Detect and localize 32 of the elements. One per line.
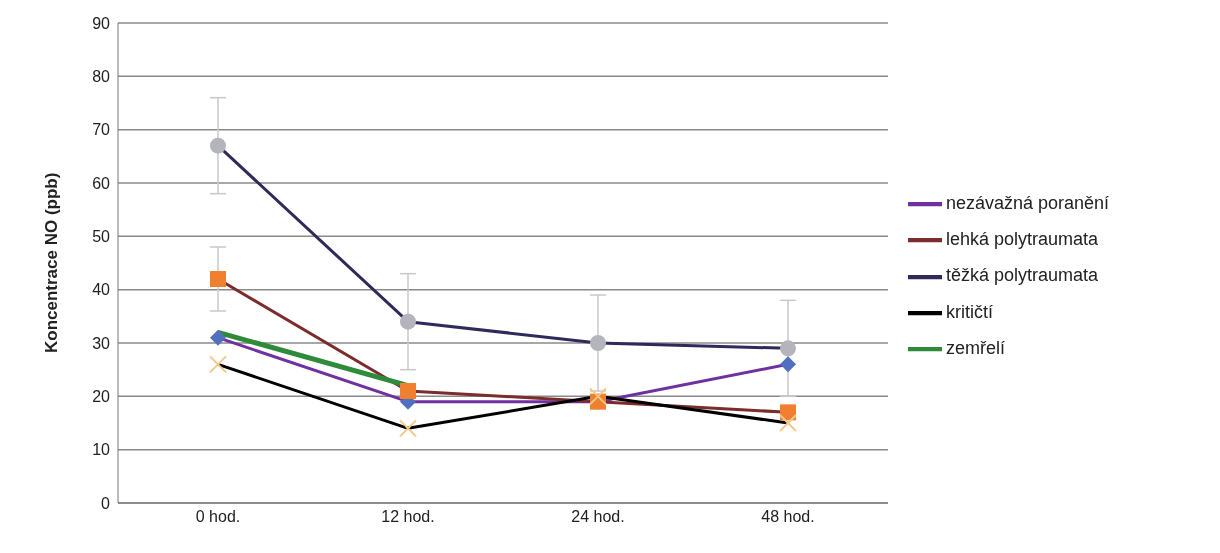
legend-label: nezávažná poranění	[946, 192, 1110, 213]
y-tick-label: 80	[92, 68, 111, 86]
legend-label: těžká polytraumata	[946, 265, 1099, 286]
legend-label: zemřelí	[946, 337, 1006, 358]
y-tick-label: 50	[92, 228, 111, 246]
y-tick-label: 70	[92, 121, 111, 139]
y-tick-label: 90	[92, 14, 111, 32]
x-tick-label: 12 hod.	[381, 508, 435, 526]
point	[210, 329, 226, 346]
y-tick-label: 20	[92, 388, 111, 406]
x-tick-label: 0 hod.	[195, 508, 241, 526]
point	[780, 356, 796, 373]
y-tick-label: 30	[92, 334, 111, 352]
point	[779, 414, 797, 432]
x-tick-label: 48 hod.	[761, 508, 815, 526]
point	[780, 340, 796, 357]
point	[589, 387, 607, 406]
y-tick-label: 40	[92, 281, 111, 299]
point	[209, 355, 227, 374]
point	[400, 313, 416, 330]
y-axis-title: Koncentrace NO (ppb)	[42, 172, 62, 353]
point	[590, 335, 606, 351]
point	[210, 137, 226, 154]
legend-label: lehká polytraumata	[946, 229, 1099, 250]
y-tick-label: 10	[92, 441, 111, 459]
legend-label: kritičtí	[946, 301, 993, 322]
x-tick-label: 24 hod.	[571, 508, 625, 526]
y-tick-label: 60	[92, 174, 111, 192]
point	[210, 271, 226, 287]
point	[399, 419, 417, 438]
y-tick-label: 0	[101, 494, 111, 512]
point	[400, 383, 416, 399]
